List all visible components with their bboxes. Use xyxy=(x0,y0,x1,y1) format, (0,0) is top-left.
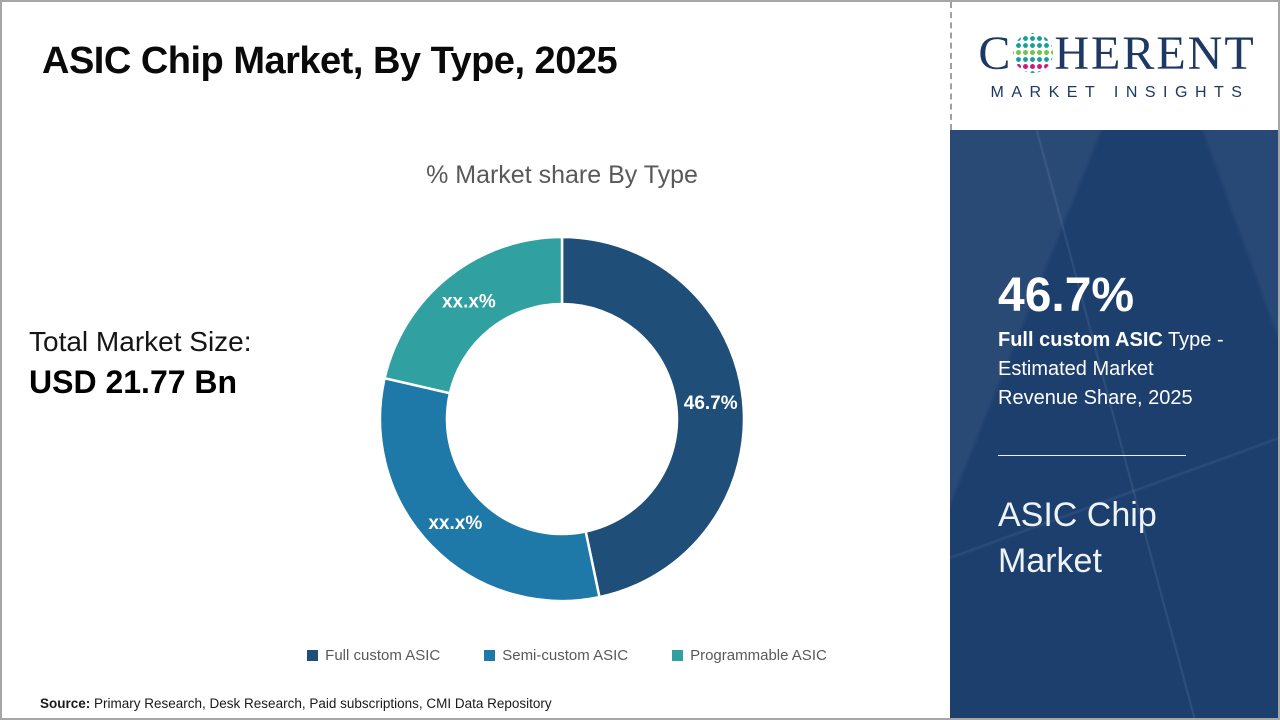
page-title: ASIC Chip Market, By Type, 2025 xyxy=(42,40,618,82)
legend-item-semi-custom-asic: Semi-custom ASIC xyxy=(484,647,628,664)
source-note: Source: Primary Research, Desk Research,… xyxy=(40,696,552,711)
donut-segment-2 xyxy=(383,235,564,395)
sidebar-report-title: ASIC Chip Market xyxy=(998,496,1157,580)
legend-swatch-icon xyxy=(672,650,684,661)
legend-label: Programmable ASIC xyxy=(690,647,827,664)
donut-segment-label: xx.x% xyxy=(428,513,482,534)
coherent-dotted-globe-icon xyxy=(1013,33,1054,73)
logo: C HERENT MARKET INSIGHTS xyxy=(950,2,1278,130)
legend-label: Semi-custom ASIC xyxy=(502,647,629,664)
total-market-size: Total Market Size: USD 21.77 Bn xyxy=(29,326,252,401)
source-text: Primary Research, Desk Research, Paid su… xyxy=(90,696,552,711)
donut-segment-label: xx.x% xyxy=(442,292,496,313)
chart-legend: Full custom ASIC Semi-custom ASIC Progra… xyxy=(232,647,902,664)
logo-wordmark: C HERENT xyxy=(978,30,1255,78)
total-market-size-value: USD 21.77 Bn xyxy=(29,364,238,400)
sidebar-stat-description: Full custom ASIC Type - Estimated Market… xyxy=(998,326,1234,413)
sidebar-divider xyxy=(998,455,1186,456)
logo-letter-c: C xyxy=(978,27,1013,80)
donut-segment-label: 46.7% xyxy=(684,393,738,414)
legend-swatch-icon xyxy=(307,650,319,661)
donut-segment-1 xyxy=(378,376,601,603)
logo-subtitle: MARKET INSIGHTS xyxy=(990,84,1250,101)
sidebar: 46.7% Full custom ASIC Type - Estimated … xyxy=(950,130,1278,718)
donut-segment-0 xyxy=(560,235,746,599)
legend-swatch-icon xyxy=(484,650,496,661)
donut-chart: 46.7% xx.x% xx.x% xyxy=(378,235,746,603)
chart-title: % Market share By Type xyxy=(426,161,698,189)
legend-label: Full custom ASIC xyxy=(325,647,441,664)
sidebar-stat-rest: Type - Estimated Market Revenue Share, 2… xyxy=(998,329,1224,409)
sidebar-stat-value: 46.7% xyxy=(998,269,1135,322)
logo-letters-herent: HERENT xyxy=(1054,27,1256,80)
source-label: Source: xyxy=(40,696,91,711)
legend-item-programmable-asic: Programmable ASIC xyxy=(672,647,827,664)
sidebar-stat-bold: Full custom ASIC xyxy=(998,329,1163,351)
legend-item-full-custom-asic: Full custom ASIC xyxy=(307,647,440,664)
total-market-size-label: Total Market Size: xyxy=(29,326,252,357)
